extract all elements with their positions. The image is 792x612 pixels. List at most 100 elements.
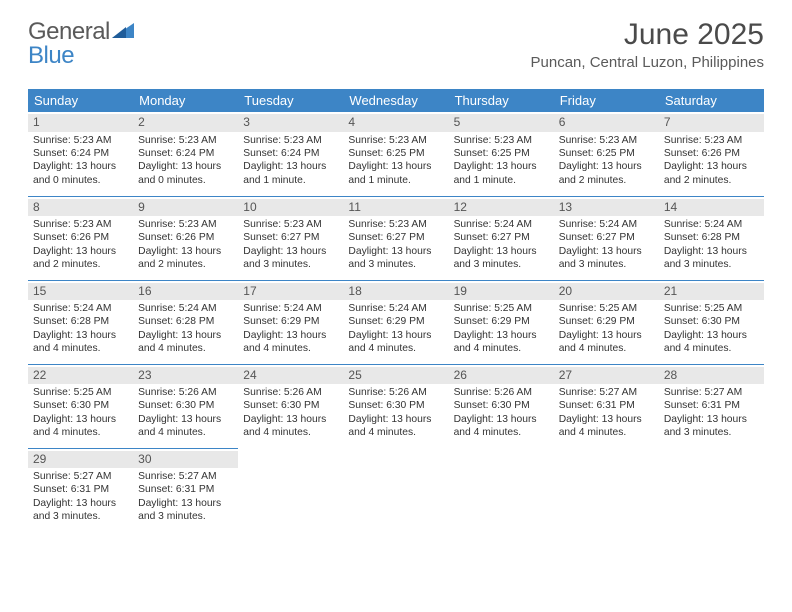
- weekday-header: Thursday: [449, 89, 554, 112]
- day-number: 28: [659, 367, 764, 385]
- calendar-day-cell: [343, 448, 448, 532]
- day-details: Sunrise: 5:24 AMSunset: 6:29 PMDaylight:…: [243, 302, 338, 356]
- calendar-day-cell: 7Sunrise: 5:23 AMSunset: 6:26 PMDaylight…: [659, 112, 764, 196]
- day-details: Sunrise: 5:25 AMSunset: 6:29 PMDaylight:…: [454, 302, 549, 356]
- calendar-day-cell: 12Sunrise: 5:24 AMSunset: 6:27 PMDayligh…: [449, 196, 554, 280]
- calendar-day-cell: 20Sunrise: 5:25 AMSunset: 6:29 PMDayligh…: [554, 280, 659, 364]
- calendar-day-cell: 2 Sunrise: 5:23 AMSunset: 6:24 PMDaylight…: [133, 112, 238, 196]
- day-details: Sunrise: 5:25 AMSunset: 6:30 PMDaylight:…: [33, 386, 128, 440]
- calendar-day-cell: 30Sunrise: 5:27 AMSunset: 6:31 PMDayligh…: [133, 448, 238, 532]
- day-details: Sunrise: 5:24 AMSunset: 6:27 PMDaylight:…: [454, 218, 549, 272]
- calendar-day-cell: 8Sunrise: 5:23 AMSunset: 6:26 PMDaylight…: [28, 196, 133, 280]
- day-details: Sunrise: 5:24 AMSunset: 6:28 PMDaylight:…: [664, 218, 759, 272]
- day-details: Sunrise: 5:23 AMSunset: 6:25 PMDaylight:…: [454, 134, 549, 188]
- day-number: 19: [449, 283, 554, 301]
- weekday-header: Wednesday: [343, 89, 448, 112]
- calendar-day-cell: 13Sunrise: 5:24 AMSunset: 6:27 PMDayligh…: [554, 196, 659, 280]
- day-details: Sunrise: 5:23 AMSunset: 6:24 PMDaylight:…: [243, 134, 338, 188]
- day-number: 11: [343, 199, 448, 217]
- calendar-day-cell: 1 Sunrise: 5:23 AMSunset: 6:24 PMDaylight…: [28, 112, 133, 196]
- header: General June 2025 Puncan, Central Luzon,…: [0, 0, 792, 79]
- calendar-day-cell: [659, 448, 764, 532]
- day-number: 12: [449, 199, 554, 217]
- day-number: 26: [449, 367, 554, 385]
- day-details: Sunrise: 5:26 AMSunset: 6:30 PMDaylight:…: [348, 386, 443, 440]
- day-number: 14: [659, 199, 764, 217]
- day-details: Sunrise: 5:24 AMSunset: 6:27 PMDaylight:…: [559, 218, 654, 272]
- calendar-day-cell: 11Sunrise: 5:23 AMSunset: 6:27 PMDayligh…: [343, 196, 448, 280]
- brand-part2: Blue: [28, 42, 74, 70]
- day-number: 15: [28, 283, 133, 301]
- day-number: 3: [238, 114, 343, 132]
- day-number: 29: [28, 451, 133, 469]
- day-details: Sunrise: 5:23 AMSunset: 6:25 PMDaylight:…: [348, 134, 443, 188]
- day-details: Sunrise: 5:27 AMSunset: 6:31 PMDaylight:…: [559, 386, 654, 440]
- day-number: 16: [133, 283, 238, 301]
- calendar-week-row: 15Sunrise: 5:24 AMSunset: 6:28 PMDayligh…: [28, 280, 764, 364]
- day-number: 9: [133, 199, 238, 217]
- day-details: Sunrise: 5:27 AMSunset: 6:31 PMDaylight:…: [33, 470, 128, 524]
- day-details: Sunrise: 5:26 AMSunset: 6:30 PMDaylight:…: [243, 386, 338, 440]
- calendar-week-row: 29Sunrise: 5:27 AMSunset: 6:31 PMDayligh…: [28, 448, 764, 532]
- day-number: 21: [659, 283, 764, 301]
- day-number: 13: [554, 199, 659, 217]
- day-number: 1: [28, 114, 133, 132]
- calendar-table: SundayMondayTuesdayWednesdayThursdayFrid…: [28, 89, 764, 532]
- calendar-day-cell: 10Sunrise: 5:23 AMSunset: 6:27 PMDayligh…: [238, 196, 343, 280]
- weekday-header: Sunday: [28, 89, 133, 112]
- day-details: Sunrise: 5:23 AMSunset: 6:24 PMDaylight:…: [33, 134, 128, 188]
- day-number: 10: [238, 199, 343, 217]
- day-details: Sunrise: 5:25 AMSunset: 6:30 PMDaylight:…: [664, 302, 759, 356]
- day-number: 23: [133, 367, 238, 385]
- day-number: 20: [554, 283, 659, 301]
- calendar-day-cell: 5 Sunrise: 5:23 AMSunset: 6:25 PMDaylight…: [449, 112, 554, 196]
- calendar-day-cell: 24Sunrise: 5:26 AMSunset: 6:30 PMDayligh…: [238, 364, 343, 448]
- day-number: 4: [343, 114, 448, 132]
- calendar-day-cell: 14Sunrise: 5:24 AMSunset: 6:28 PMDayligh…: [659, 196, 764, 280]
- day-details: Sunrise: 5:27 AMSunset: 6:31 PMDaylight:…: [664, 386, 759, 440]
- logo-triangle-icon: [112, 18, 134, 46]
- calendar-day-cell: 16Sunrise: 5:24 AMSunset: 6:28 PMDayligh…: [133, 280, 238, 364]
- calendar-day-cell: 17Sunrise: 5:24 AMSunset: 6:29 PMDayligh…: [238, 280, 343, 364]
- title-block: June 2025 Puncan, Central Luzon, Philipp…: [531, 18, 764, 71]
- weekday-header: Friday: [554, 89, 659, 112]
- day-details: Sunrise: 5:23 AMSunset: 6:24 PMDaylight:…: [138, 134, 233, 188]
- day-number: 17: [238, 283, 343, 301]
- calendar-day-cell: [238, 448, 343, 532]
- calendar-body: 1 Sunrise: 5:23 AMSunset: 6:24 PMDaylight…: [28, 112, 764, 532]
- weekday-header: Monday: [133, 89, 238, 112]
- calendar-day-cell: 3 Sunrise: 5:23 AMSunset: 6:24 PMDaylight…: [238, 112, 343, 196]
- calendar-day-cell: 26Sunrise: 5:26 AMSunset: 6:30 PMDayligh…: [449, 364, 554, 448]
- day-number: 5: [449, 114, 554, 132]
- calendar-day-cell: 9Sunrise: 5:23 AMSunset: 6:26 PMDaylight…: [133, 196, 238, 280]
- day-details: Sunrise: 5:23 AMSunset: 6:25 PMDaylight:…: [559, 134, 654, 188]
- day-number: 25: [343, 367, 448, 385]
- day-details: Sunrise: 5:23 AMSunset: 6:27 PMDaylight:…: [243, 218, 338, 272]
- day-details: Sunrise: 5:23 AMSunset: 6:27 PMDaylight:…: [348, 218, 443, 272]
- day-details: Sunrise: 5:24 AMSunset: 6:29 PMDaylight:…: [348, 302, 443, 356]
- calendar-day-cell: 15Sunrise: 5:24 AMSunset: 6:28 PMDayligh…: [28, 280, 133, 364]
- day-details: Sunrise: 5:23 AMSunset: 6:26 PMDaylight:…: [138, 218, 233, 272]
- day-details: Sunrise: 5:26 AMSunset: 6:30 PMDaylight:…: [454, 386, 549, 440]
- calendar-day-cell: 29Sunrise: 5:27 AMSunset: 6:31 PMDayligh…: [28, 448, 133, 532]
- day-details: Sunrise: 5:25 AMSunset: 6:29 PMDaylight:…: [559, 302, 654, 356]
- day-details: Sunrise: 5:24 AMSunset: 6:28 PMDaylight:…: [33, 302, 128, 356]
- day-number: 2: [133, 114, 238, 132]
- day-number: 6: [554, 114, 659, 132]
- day-details: Sunrise: 5:27 AMSunset: 6:31 PMDaylight:…: [138, 470, 233, 524]
- calendar-day-cell: 19Sunrise: 5:25 AMSunset: 6:29 PMDayligh…: [449, 280, 554, 364]
- location-subtitle: Puncan, Central Luzon, Philippines: [531, 54, 764, 71]
- calendar-day-cell: 4 Sunrise: 5:23 AMSunset: 6:25 PMDaylight…: [343, 112, 448, 196]
- calendar-day-cell: 27Sunrise: 5:27 AMSunset: 6:31 PMDayligh…: [554, 364, 659, 448]
- day-details: Sunrise: 5:24 AMSunset: 6:28 PMDaylight:…: [138, 302, 233, 356]
- day-number: 24: [238, 367, 343, 385]
- calendar-day-cell: [449, 448, 554, 532]
- calendar-day-cell: 6 Sunrise: 5:23 AMSunset: 6:25 PMDaylight…: [554, 112, 659, 196]
- calendar-day-cell: 23Sunrise: 5:26 AMSunset: 6:30 PMDayligh…: [133, 364, 238, 448]
- day-number: 27: [554, 367, 659, 385]
- month-title: June 2025: [531, 18, 764, 52]
- day-number: 18: [343, 283, 448, 301]
- day-details: Sunrise: 5:23 AMSunset: 6:26 PMDaylight:…: [664, 134, 759, 188]
- day-details: Sunrise: 5:23 AMSunset: 6:26 PMDaylight:…: [33, 218, 128, 272]
- calendar-day-cell: [554, 448, 659, 532]
